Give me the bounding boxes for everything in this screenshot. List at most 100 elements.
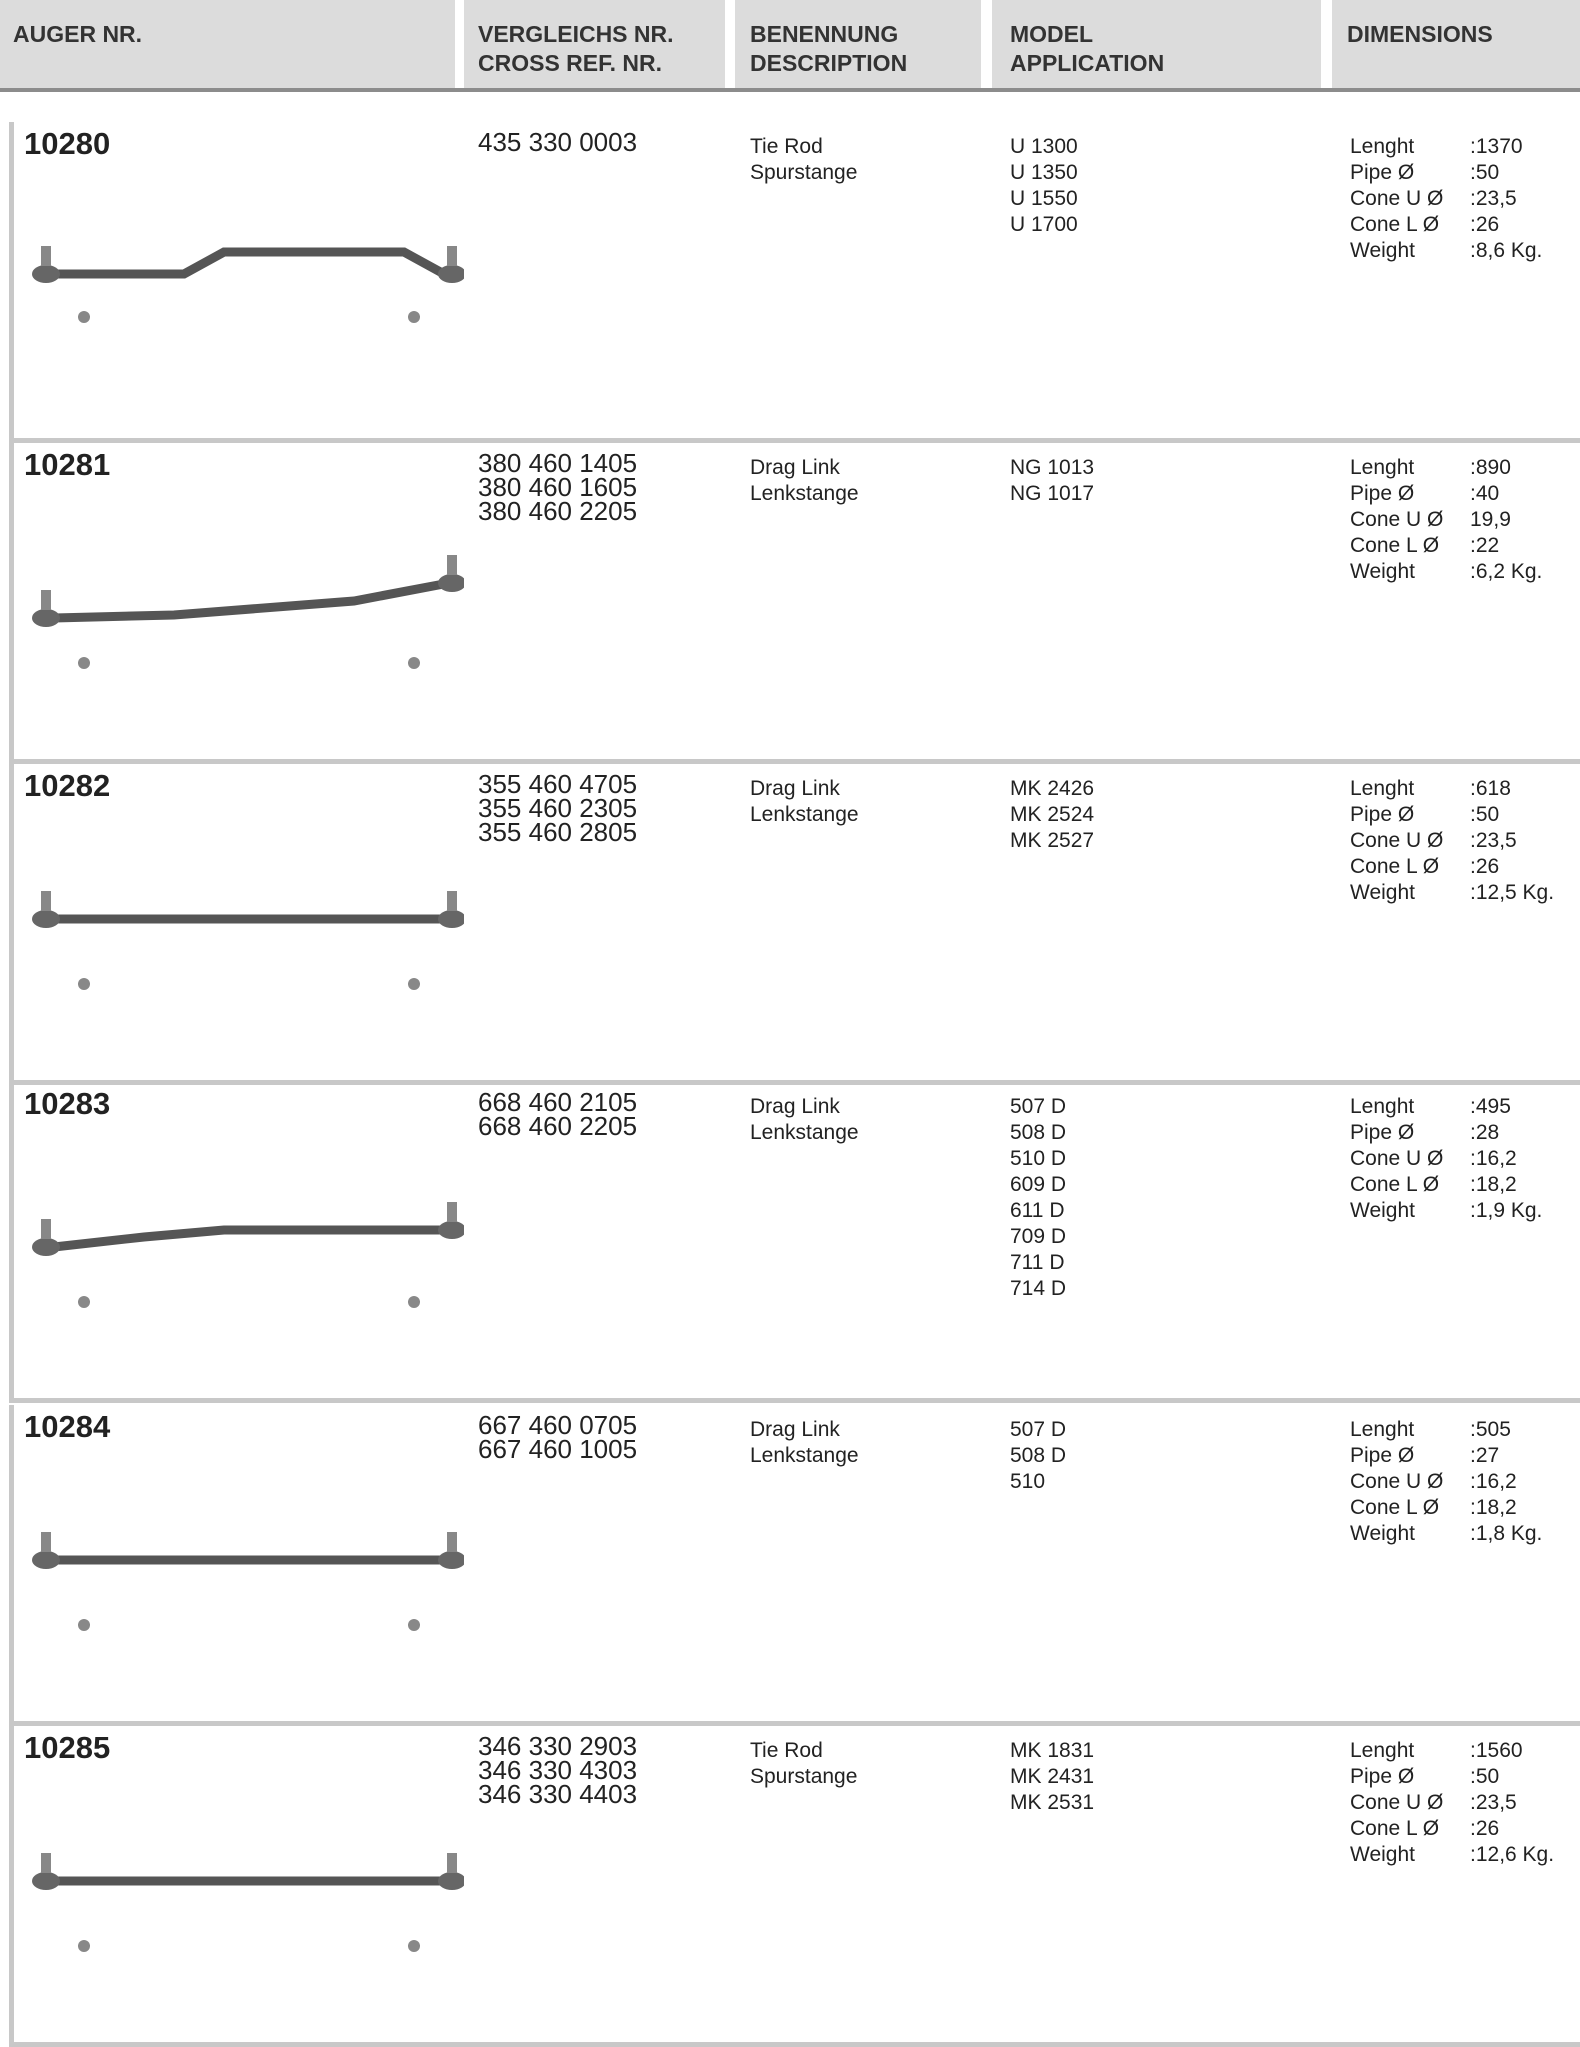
cross-ref: 355 460 2305 xyxy=(478,793,638,823)
dimension-label: Pipe Ø xyxy=(1350,1121,1415,1144)
part-number: 10285 xyxy=(24,1730,111,1765)
dimension-label: Cone U Ø xyxy=(1350,187,1444,210)
nut xyxy=(78,1296,90,1308)
models: MK 2426 MK 2524 MK 2527 xyxy=(1010,776,1094,854)
nut xyxy=(78,1619,90,1631)
dimension-value: :26 xyxy=(1470,213,1500,236)
dimension-value: :26 xyxy=(1470,855,1500,878)
part-number: 10281 xyxy=(24,447,111,482)
header-cell xyxy=(1332,0,1580,88)
dimension-value: :18,2 xyxy=(1470,1173,1517,1196)
cross-ref: 668 460 2205 xyxy=(478,1111,638,1141)
ball-joint xyxy=(438,910,464,928)
dimension-row: Pipe Ø :40 xyxy=(1350,481,1580,507)
dimension-label: Pipe Ø xyxy=(1350,161,1415,184)
part-drawing xyxy=(32,1202,464,1308)
dimension-label: Pipe Ø xyxy=(1350,803,1415,826)
dimension-value: :50 xyxy=(1470,161,1500,184)
dimension-row: Lenght:505 xyxy=(1350,1417,1580,1443)
models: 507 D 508 D 510 D 609 D 611 D 709 D 711 D 714 D xyxy=(1010,1094,1066,1302)
dimension-row: Weight :12,6 Kg. xyxy=(1350,1842,1580,1868)
part-drawing xyxy=(32,555,464,669)
dimension-value: :18,2 xyxy=(1470,1496,1517,1519)
dimension-label: Cone U Ø xyxy=(1350,1470,1444,1493)
dimensions: Lenght:890 Pipe Ø:40 Cone U Ø 19,9 Cone L Ø:… xyxy=(1350,455,1580,585)
dimension-label: Cone L Ø xyxy=(1350,213,1440,236)
product-row: 10280 435 330 0003 Tie Rod Spurstange U 1300… xyxy=(9,122,1580,443)
dimension-value: :890 xyxy=(1470,456,1511,479)
dimension-value: :28 xyxy=(1470,1121,1500,1144)
product-row: 10282 355 460 4705 355 460 2305 355 460 280… xyxy=(9,764,1580,1085)
cross-ref: 667 460 0705 xyxy=(478,1410,638,1440)
description-line: Tie Rod xyxy=(750,135,823,158)
dimension-row: Pipe Ø :50 xyxy=(1350,160,1580,186)
header-text: DIMENSIONS xyxy=(1347,20,1493,49)
description-line: Drag Link xyxy=(750,777,840,800)
dimension-label: Cone U Ø xyxy=(1350,1791,1444,1814)
model: U 1350 xyxy=(1010,161,1078,184)
ball-joint xyxy=(32,1551,60,1569)
nut xyxy=(408,1296,420,1308)
model: 611 D xyxy=(1010,1199,1065,1222)
dimension-value: :8,6 Kg. xyxy=(1470,239,1543,262)
dimension-row: Pipe Ø:27 xyxy=(1350,1443,1580,1469)
dimensions: Lenght:505 Pipe Ø:27 Cone U Ø :16,2 Cone L Ø… xyxy=(1350,1417,1580,1547)
nut xyxy=(408,1619,420,1631)
model: NG 1017 xyxy=(1010,482,1095,505)
ball-joint xyxy=(438,574,464,592)
cross-ref: 380 460 2205 xyxy=(478,496,638,526)
dimension-value: :505 xyxy=(1470,1418,1511,1441)
dimension-label: Cone U Ø xyxy=(1350,1147,1444,1170)
cross-refs: 355 460 4705 355 460 2305 355 460 2805 xyxy=(478,771,638,845)
cross-ref: 435 330 0003 xyxy=(478,127,638,157)
dimension-value: :40 xyxy=(1470,482,1500,505)
stud xyxy=(41,1219,51,1239)
ball-joint xyxy=(32,910,60,928)
description-line: Drag Link xyxy=(750,1418,840,1441)
dimension-value: :1370 xyxy=(1470,135,1523,158)
model: 711 D xyxy=(1010,1251,1065,1274)
dimension-value: :27 xyxy=(1470,1444,1500,1467)
dimension-row: Cone U Ø 19,9 xyxy=(1350,507,1580,533)
dimension-row: Cone L Ø:18,2 xyxy=(1350,1495,1580,1521)
cross-refs: 346 330 2903 346 330 4303 346 330 4403 xyxy=(478,1733,638,1809)
dimension-label: Lenght xyxy=(1350,1739,1415,1762)
product-row: 10284 667 460 0705 667 460 1005 Drag Link Le… xyxy=(9,1405,1580,1726)
dimension-value: :12,6 Kg. xyxy=(1470,1843,1555,1866)
nut xyxy=(78,1940,90,1952)
header-line: DIMENSIONS xyxy=(1347,21,1493,47)
dimension-row: Pipe Ø :28 xyxy=(1350,1120,1580,1146)
cross-ref: 380 460 1605 xyxy=(478,472,638,502)
header-line: VERGLEICHS NR. xyxy=(478,21,674,47)
stud xyxy=(447,891,457,911)
dimension-row: Lenght:890 xyxy=(1350,455,1580,481)
model: 507 D xyxy=(1010,1095,1067,1118)
description-line: Lenkstange xyxy=(750,482,859,505)
dimension-label: Pipe Ø xyxy=(1350,482,1415,505)
model: U 1550 xyxy=(1010,187,1078,210)
model: NG 1013 xyxy=(1010,456,1095,479)
dimension-label: Weight xyxy=(1350,239,1415,262)
description: Tie Rod Spurstange xyxy=(750,134,857,186)
dimension-label: Cone L Ø xyxy=(1350,1173,1440,1196)
dimensions: Lenght:1560 Pipe Ø:50 Cone U Ø:23,5 Cone L … xyxy=(1350,1738,1580,1868)
dimension-value: :618 xyxy=(1470,777,1511,800)
nut xyxy=(408,311,420,323)
dimension-label: Weight xyxy=(1350,1843,1415,1866)
header-text: VERGLEICHS NR. CROSS REF. NR. xyxy=(478,20,674,78)
product-row: 10283 668 460 2105 668 460 2205 Drag Link Le… xyxy=(9,1082,1580,1403)
description-line: Drag Link xyxy=(750,456,840,479)
cross-refs: 667 460 0705 667 460 1005 xyxy=(478,1410,638,1462)
header-cell xyxy=(735,0,981,88)
part-number: 10280 xyxy=(24,126,111,161)
models: 507 D 508 D 510 xyxy=(1010,1417,1066,1495)
part-number: 10283 xyxy=(24,1086,111,1121)
cross-ref: 346 330 4403 xyxy=(478,1779,638,1809)
header-text: MODEL APPLICATION xyxy=(1010,20,1164,78)
stud xyxy=(447,555,457,575)
dimension-value: :16,2 xyxy=(1470,1470,1517,1493)
part-drawing xyxy=(32,246,464,323)
dimension-row: Cone L Ø:26 xyxy=(1350,854,1580,880)
cross-ref: 668 460 2105 xyxy=(478,1087,638,1117)
